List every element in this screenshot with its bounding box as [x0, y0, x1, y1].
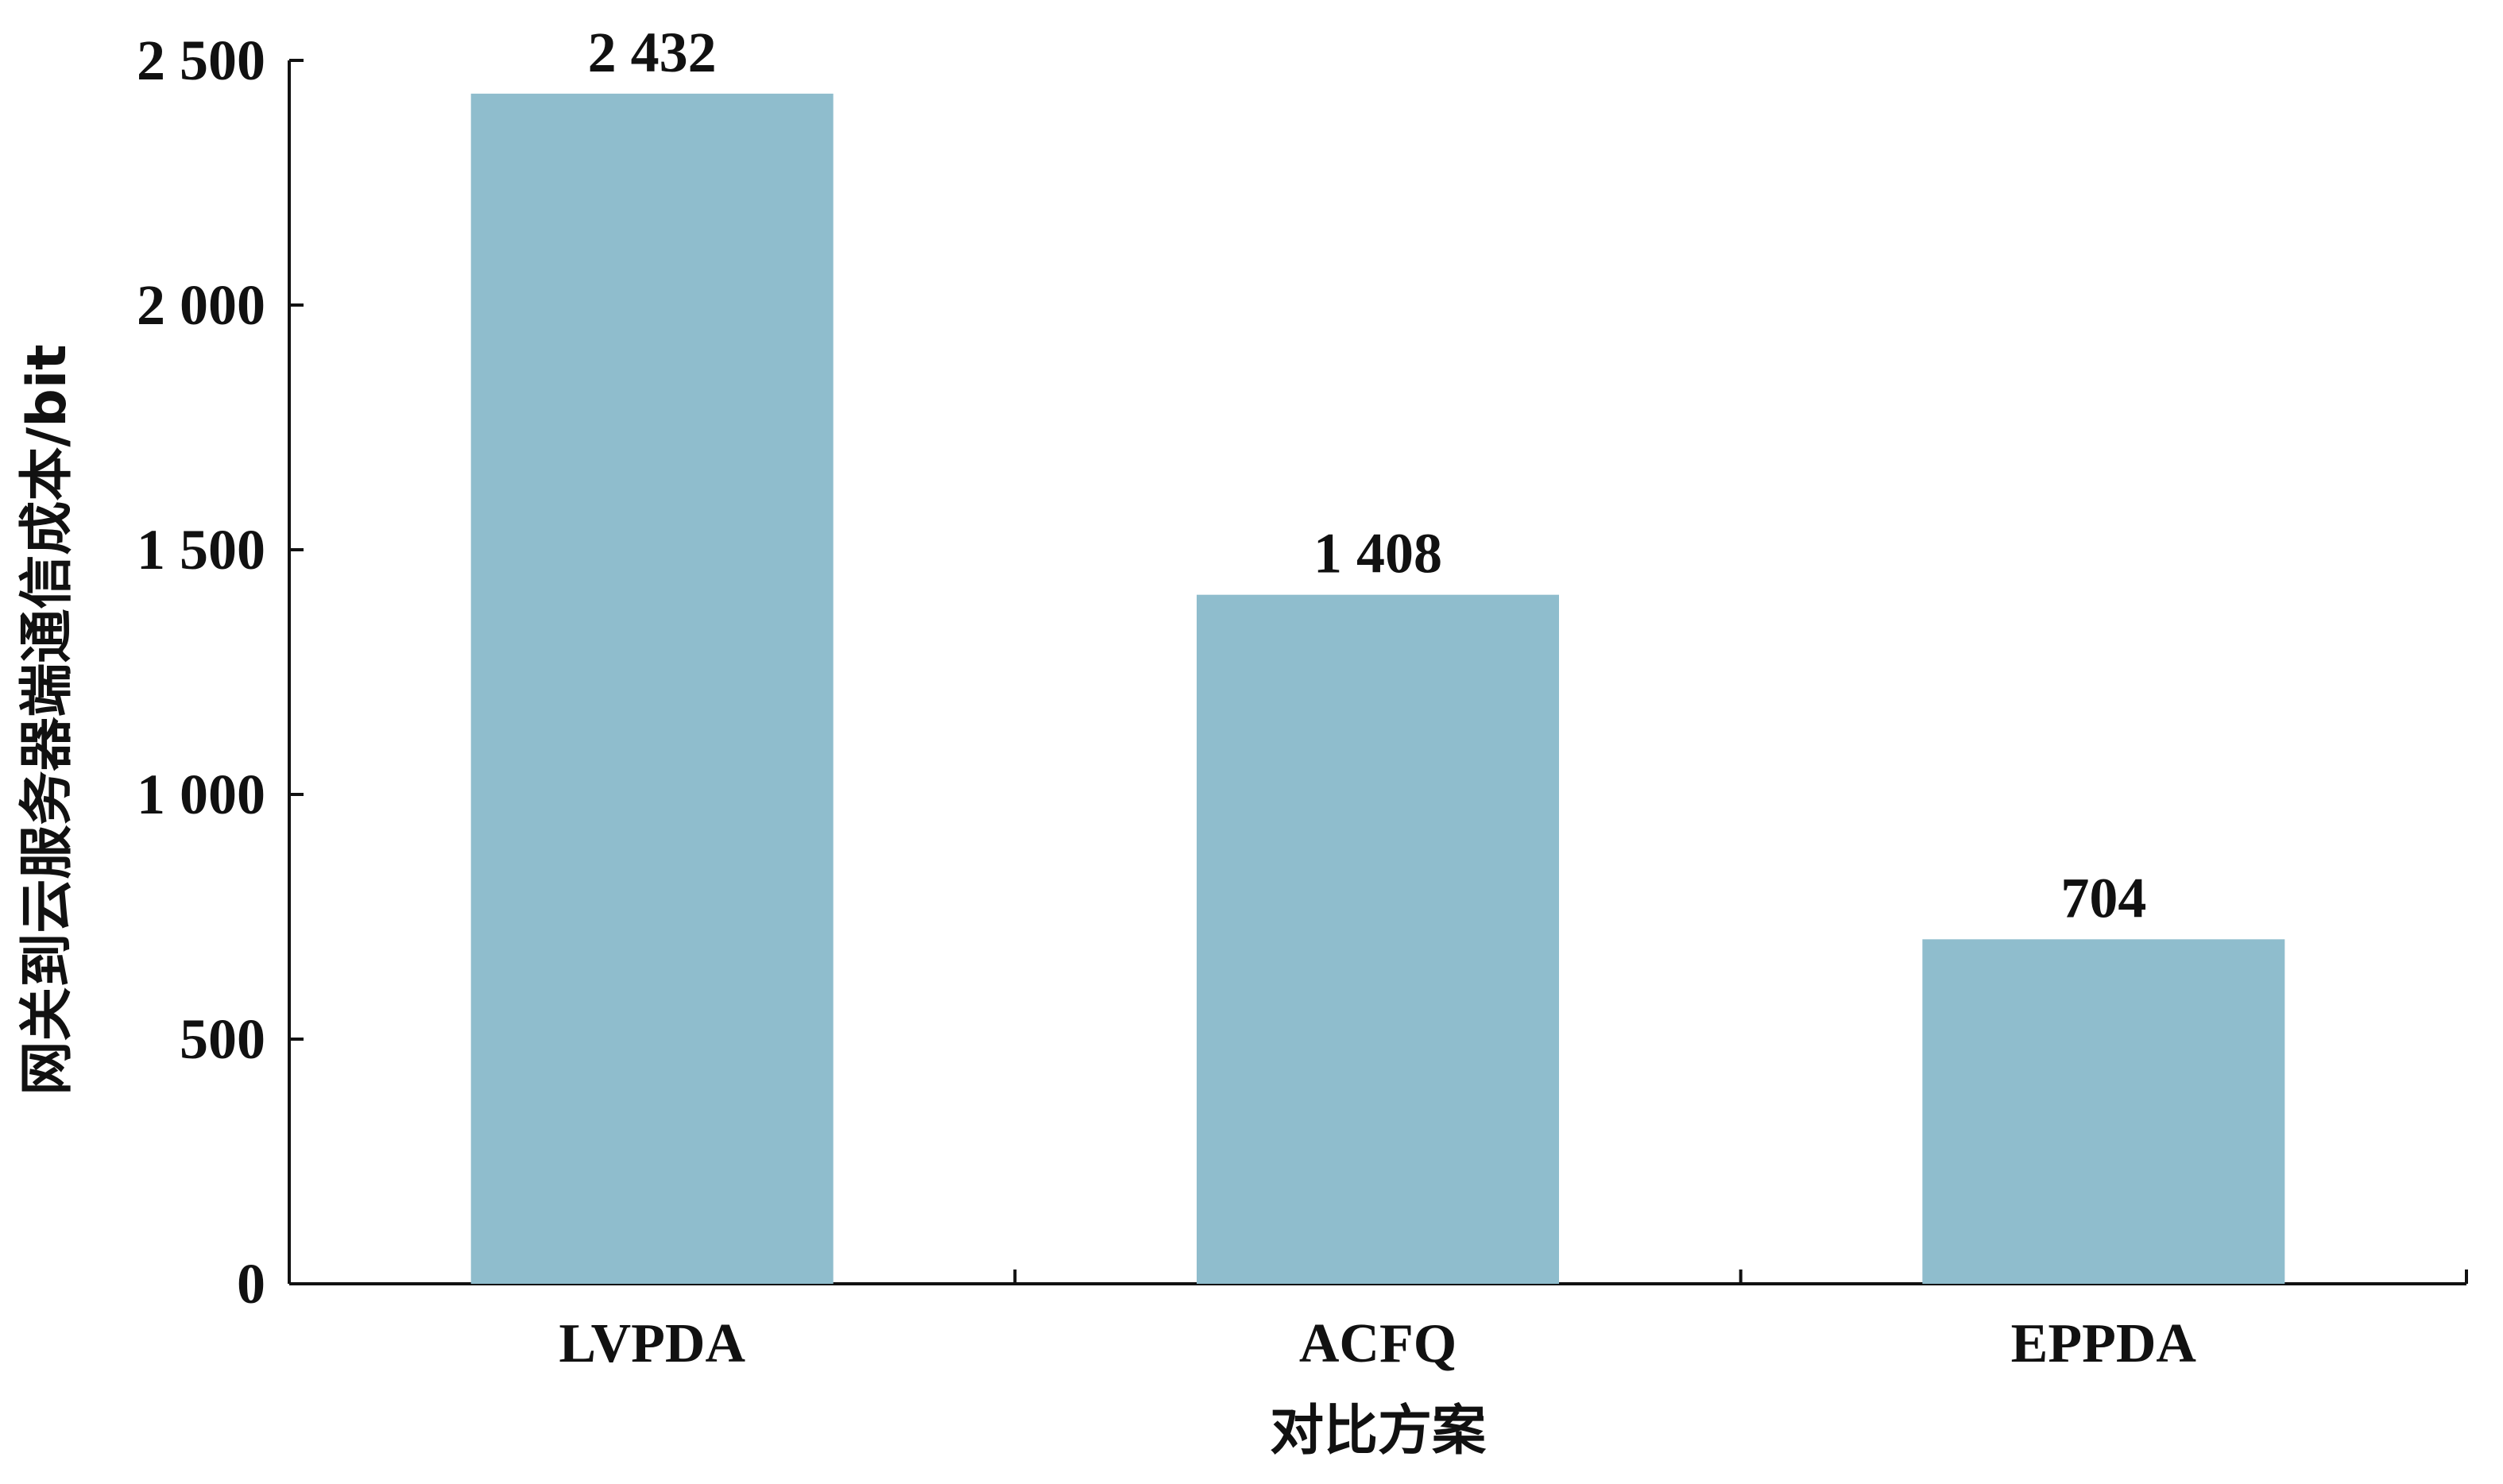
- data-label: 1 408: [1313, 522, 1442, 585]
- x-tick-label: EPPDA: [2011, 1313, 2197, 1374]
- y-tick-label: 1 500: [137, 518, 265, 582]
- y-tick-label: 500: [180, 1007, 265, 1071]
- y-axis-title: 网关到云服务器端通信成本/bit: [16, 344, 79, 1095]
- x-tick-label: LVPDA: [559, 1313, 745, 1374]
- y-tick-label: 2 000: [137, 273, 265, 337]
- y-tick-label: 2 500: [137, 29, 265, 92]
- y-axis: 0 500 1 000 1 500 2 000 2 500: [137, 29, 304, 1316]
- bars: 2 432 1 408 704: [470, 21, 2285, 1285]
- bar-eppda: [1922, 939, 2285, 1284]
- bar-lvpda: [470, 93, 834, 1285]
- x-axis: LVPDA ACFQ EPPDA: [289, 1270, 2468, 1374]
- bar-acfq: [1197, 594, 1559, 1284]
- data-label: 2 432: [588, 21, 717, 84]
- x-axis-title: 对比方案: [1270, 1400, 1487, 1463]
- data-label: 704: [2060, 866, 2146, 929]
- x-tick-label: ACFQ: [1299, 1313, 1457, 1374]
- y-tick-label: 1 000: [137, 763, 265, 826]
- y-tick-label: 0: [237, 1252, 265, 1316]
